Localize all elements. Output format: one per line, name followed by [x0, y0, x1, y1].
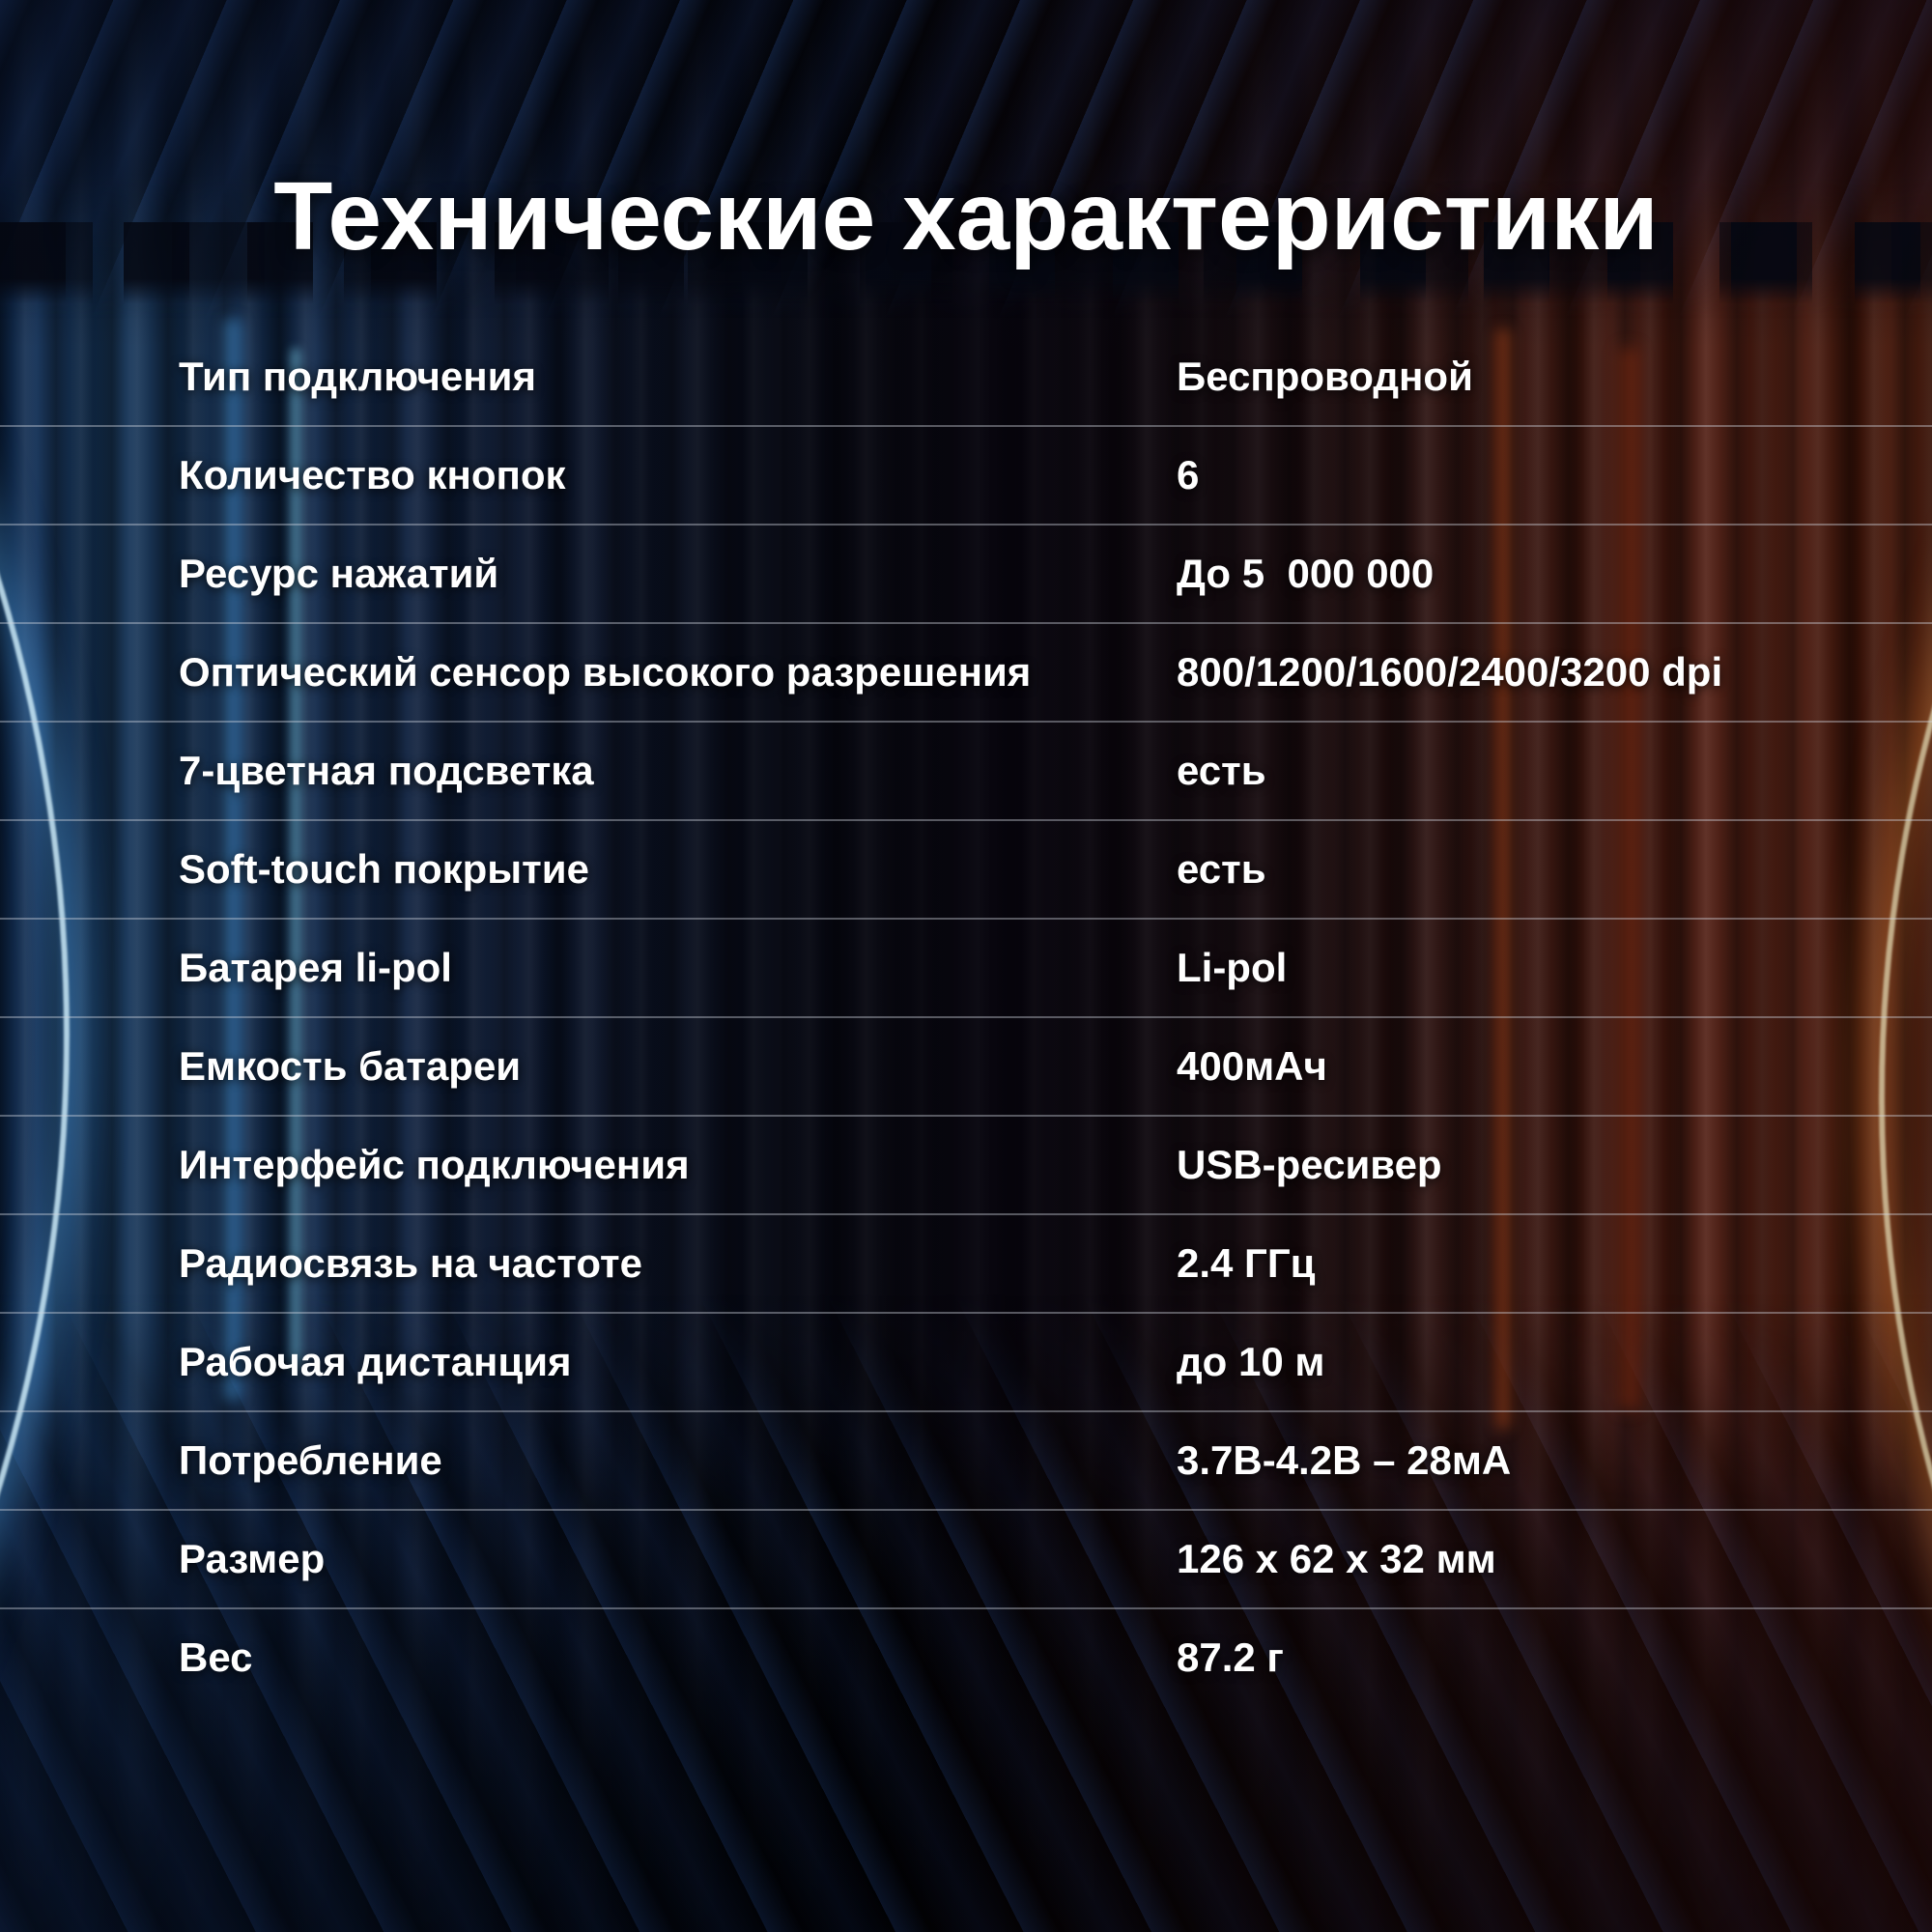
- spec-value: 2.4 ГГц: [1177, 1240, 1316, 1286]
- spec-value: 6: [1177, 452, 1200, 497]
- spec-value: USB-ресивер: [1177, 1142, 1442, 1187]
- spec-row: 7-цветная подсветка есть: [0, 721, 1932, 819]
- spec-row: Оптический сенсор высокого разрешения 80…: [0, 622, 1932, 721]
- spec-label: Количество кнопок: [179, 452, 566, 497]
- spec-value: 126 x 62 x 32 мм: [1177, 1536, 1496, 1581]
- spec-value: есть: [1177, 846, 1266, 892]
- slat-notches-decoration: [0, 222, 1932, 303]
- spec-value: Беспроводной: [1177, 354, 1473, 399]
- spec-label: Потребление: [179, 1437, 442, 1483]
- spec-label: Емкость батареи: [179, 1043, 522, 1089]
- spec-label: Радиосвязь на частоте: [179, 1240, 642, 1286]
- blue-light-streak: [224, 319, 242, 1401]
- spec-value: есть: [1177, 748, 1266, 793]
- spec-row: Батарея li-pol Li-pol: [0, 918, 1932, 1016]
- red-light-streak: [1619, 348, 1638, 1410]
- spec-label: Батарея li-pol: [179, 945, 452, 990]
- spec-label: Тип подключения: [179, 354, 536, 399]
- spec-row: Интерфейс подключения USB-ресивер: [0, 1115, 1932, 1213]
- left-glow-arc: [0, 0, 70, 1932]
- bottom-slats-decoration: [0, 1294, 1932, 1932]
- spec-value: 87.2 г: [1177, 1634, 1284, 1680]
- spec-row: Рабочая дистанция до 10 м: [0, 1312, 1932, 1410]
- spec-value: Li-pol: [1177, 945, 1288, 990]
- spec-value: 400мАч: [1177, 1043, 1327, 1089]
- spec-label: Вес: [179, 1634, 253, 1680]
- spec-value: 3.7В-4.2В – 28мА: [1177, 1437, 1512, 1483]
- page-title: Технические характеристики: [273, 162, 1659, 270]
- spec-row: Soft-touch покрытие есть: [0, 819, 1932, 918]
- spec-row: Размер 126 x 62 x 32 мм: [0, 1509, 1932, 1607]
- spec-row: Вес 87.2 г: [0, 1607, 1932, 1706]
- spec-label: Рабочая дистанция: [179, 1339, 572, 1384]
- cyan-light-streak: [291, 348, 300, 1372]
- spec-table: Тип подключения Беспроводной Количество …: [0, 328, 1932, 1706]
- spec-label: 7-цветная подсветка: [179, 748, 594, 793]
- spec-row: Ресурс нажатий До 5 000 000: [0, 524, 1932, 622]
- spec-label: Размер: [179, 1536, 326, 1581]
- spec-row: Радиосвязь на частоте 2.4 ГГц: [0, 1213, 1932, 1312]
- spec-label: Оптический сенсор высокого разрешения: [179, 649, 1032, 695]
- spec-label: Soft-touch покрытие: [179, 846, 589, 892]
- spec-label: Интерфейс подключения: [179, 1142, 690, 1187]
- spec-value: до 10 м: [1177, 1339, 1325, 1384]
- spec-label: Ресурс нажатий: [179, 551, 499, 596]
- spec-row: Потребление 3.7В-4.2В – 28мА: [0, 1410, 1932, 1509]
- spec-row: Тип подключения Беспроводной: [0, 328, 1932, 425]
- spec-value: 800/1200/1600/2400/3200 dpi: [1177, 649, 1723, 695]
- spec-value: До 5 000 000: [1177, 551, 1435, 596]
- spec-row: Количество кнопок 6: [0, 425, 1932, 524]
- orange-light-streak: [1495, 328, 1511, 1430]
- spec-row: Емкость батареи 400мАч: [0, 1016, 1932, 1115]
